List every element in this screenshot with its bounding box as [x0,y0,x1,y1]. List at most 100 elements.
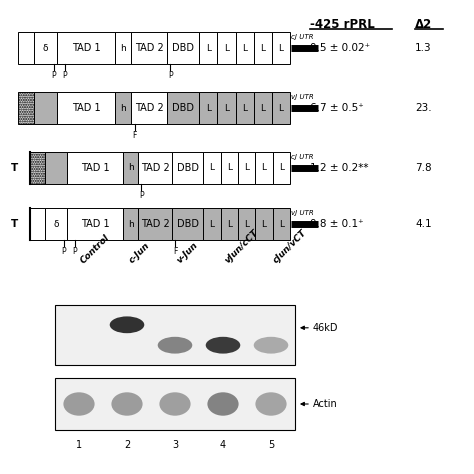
Text: 46kD: 46kD [313,323,338,333]
Bar [273,152,290,184]
Text: Δ2: Δ2 [415,18,432,31]
Text: 6.7 ± 0.5⁺: 6.7 ± 0.5⁺ [310,103,364,113]
Text: T: T [11,219,18,229]
Text: DBD: DBD [177,163,199,173]
Bar [115,32,131,64]
Ellipse shape [158,337,192,354]
Bar [138,208,173,240]
Text: vJun/cCT: vJun/cCT [223,228,260,265]
Text: L: L [242,44,247,53]
Text: h: h [128,219,134,228]
Bar [46,152,67,184]
Text: L: L [210,219,215,228]
Bar [131,32,167,64]
Bar [203,152,221,184]
Bar [255,208,273,240]
Text: 1.3: 1.3 [415,43,432,53]
Text: L: L [210,164,215,173]
Bar [221,152,238,184]
Text: δ: δ [54,219,59,228]
Bar [203,208,221,240]
Text: L: L [262,164,266,173]
Text: L: L [260,44,265,53]
Text: L: L [262,219,266,228]
Bar [30,152,46,184]
Text: F: F [173,247,178,256]
Bar [138,152,173,184]
Bar [34,32,57,64]
Bar [173,208,203,240]
Text: 1.2 ± 0.2**: 1.2 ± 0.2** [310,163,368,173]
Text: L: L [260,103,265,112]
Ellipse shape [64,392,95,416]
Text: TAD 1: TAD 1 [81,219,109,229]
Text: TAD 2: TAD 2 [135,43,164,53]
Bar [55,378,295,430]
Bar [46,208,67,240]
Text: L: L [227,164,232,173]
Bar [236,92,254,124]
Bar [131,92,167,124]
Bar [18,32,34,64]
Bar [123,208,138,240]
Bar [167,32,200,64]
Bar [238,152,255,184]
Text: T: T [11,163,18,173]
Text: 23.: 23. [415,103,432,113]
Ellipse shape [109,317,144,333]
Text: 0.8 ± 0.1⁺: 0.8 ± 0.1⁺ [310,219,364,229]
Bar [255,152,273,184]
Bar [18,92,34,124]
Bar [254,92,272,124]
Ellipse shape [159,392,191,416]
Bar [218,32,236,64]
Bar [173,152,203,184]
Text: L: L [206,44,211,53]
Text: P: P [62,247,66,256]
Text: TAD 1: TAD 1 [72,43,100,53]
Ellipse shape [208,392,238,416]
Text: P: P [62,71,67,80]
Bar [123,152,138,184]
Text: L: L [244,164,249,173]
Text: v-Jun: v-Jun [175,240,200,265]
Bar [57,92,115,124]
Text: c-Jun: c-Jun [127,241,151,265]
Bar [67,152,123,184]
Bar [67,208,123,240]
Text: cJun/vCT: cJun/vCT [271,228,308,265]
Text: L: L [242,103,247,112]
Text: TAD 1: TAD 1 [72,103,100,113]
Text: L: L [206,103,211,112]
Text: DBD: DBD [172,103,194,113]
Bar [254,32,272,64]
Bar [236,32,254,64]
Text: 1: 1 [76,440,82,450]
Text: P: P [72,247,77,256]
Text: L: L [278,103,283,112]
Text: TAD 2: TAD 2 [141,163,170,173]
Text: 0.5 ± 0.02⁺: 0.5 ± 0.02⁺ [310,43,370,53]
Text: vJ UTR: vJ UTR [291,94,314,100]
Ellipse shape [255,392,287,416]
Text: L: L [224,44,229,53]
Text: 4: 4 [220,440,226,450]
Text: Actin: Actin [313,399,338,409]
Text: -425 rPRL: -425 rPRL [310,18,375,31]
Bar [57,32,115,64]
Ellipse shape [111,392,143,416]
Bar [55,305,295,365]
Bar [272,92,290,124]
Text: L: L [224,103,229,112]
Text: h: h [120,44,126,53]
Bar [30,208,46,240]
Text: L: L [244,219,249,228]
Bar [273,208,290,240]
Text: TAD 2: TAD 2 [135,103,164,113]
Text: L: L [279,164,284,173]
Text: TAD 1: TAD 1 [81,163,109,173]
Text: 7.8: 7.8 [415,163,432,173]
Bar [34,92,57,124]
Bar [221,208,238,240]
Text: L: L [227,219,232,228]
